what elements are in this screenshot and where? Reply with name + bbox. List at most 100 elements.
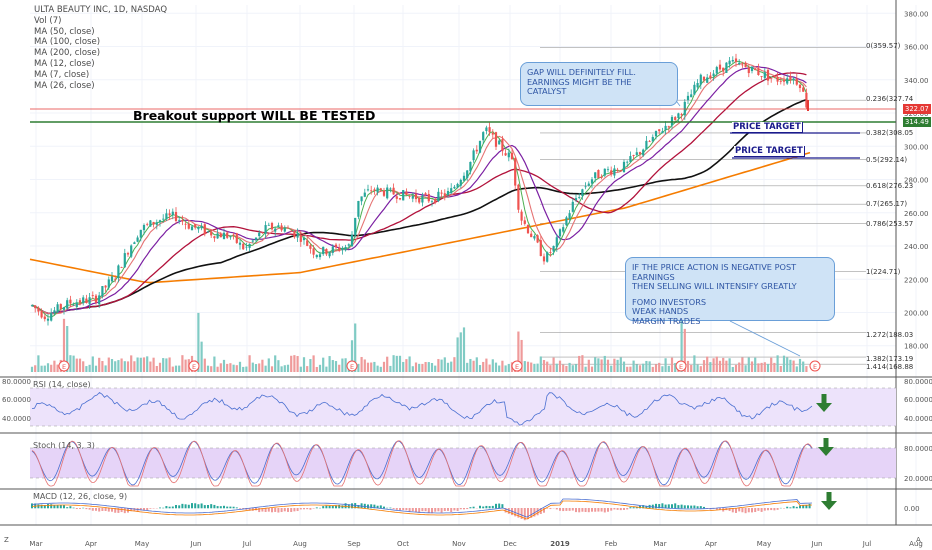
stoch-pane-label[interactable]: Stoch (14, 3, 3) [33, 441, 95, 450]
candle-body [766, 69, 770, 81]
macd-histogram-bar [335, 505, 337, 509]
volume-bar [482, 361, 485, 372]
zoom-icon[interactable]: Z [4, 536, 9, 544]
legend-ma-12[interactable]: MA (12, close) [34, 58, 95, 69]
legend-ma-7[interactable]: MA (7, close) [34, 69, 90, 80]
candle-body [779, 80, 782, 82]
macd-histogram-bar [226, 506, 229, 509]
macd-histogram-bar [63, 505, 65, 509]
candle-body [798, 84, 802, 89]
gap-callout[interactable]: GAP WILL DEFINITELY FILL. EARNINGS MIGHT… [520, 62, 678, 106]
time-axis-label: Jun [811, 540, 823, 548]
candle-body [613, 168, 616, 176]
macd-histogram-bar [370, 504, 373, 509]
candle-body [744, 63, 747, 68]
volume-bar [226, 363, 229, 372]
earnings-callout-pointer [729, 320, 801, 357]
candle-body [802, 87, 805, 92]
macd-histogram-bar [786, 506, 789, 509]
candle-body [638, 152, 642, 155]
candle-body [696, 83, 699, 88]
price-target-label-2[interactable]: PRICE TARGET [734, 146, 805, 157]
macd-histogram-bar [603, 508, 606, 513]
candle-body [456, 183, 459, 188]
legend-volume[interactable]: Vol (7) [34, 15, 62, 26]
symbol-title[interactable]: ULTA BEAUTY INC, 1D, NASDAQ [34, 5, 168, 15]
volume-bar [98, 357, 101, 372]
candle-body [152, 221, 155, 225]
volume-bar [389, 365, 392, 372]
macd-histogram-bar [447, 508, 449, 511]
macd-histogram-bar [629, 507, 632, 509]
volume-bar [622, 361, 626, 372]
volume-bar [757, 363, 760, 372]
volume-bar [62, 318, 66, 372]
price-target-label-1[interactable]: PRICE TARGET [732, 122, 803, 133]
breakout-annotation[interactable]: Breakout support WILL BE TESTED [133, 108, 376, 123]
macd-histogram-bar [223, 505, 225, 509]
time-axis-label: Apr [705, 540, 717, 548]
macd-histogram-bar [549, 508, 552, 510]
candle-body [565, 217, 568, 226]
volume-bar [661, 366, 664, 372]
volume-bar [571, 365, 574, 372]
auto-scale-icon[interactable]: A [916, 536, 921, 544]
macd-histogram-bar [632, 507, 635, 509]
macd-histogram-bar [555, 508, 558, 510]
ma-200-line [29, 151, 811, 284]
candle-body [478, 140, 482, 153]
candle-body [728, 60, 731, 65]
volume-bar [248, 355, 251, 372]
volume-bar [293, 355, 296, 372]
macd-histogram-bar [543, 508, 545, 513]
rsi-line [31, 391, 813, 426]
volume-bar [747, 357, 750, 372]
macd-histogram-bar [303, 508, 305, 510]
volume-bar [709, 362, 712, 372]
volume-bar [565, 365, 568, 372]
macd-histogram-bar [322, 506, 325, 509]
volume-bar [549, 365, 552, 372]
time-axis-label: Aug [909, 540, 923, 548]
volume-bar [213, 356, 216, 372]
down-arrow-icon [818, 438, 834, 456]
candle-body [712, 73, 715, 77]
macd-histogram-bar [610, 508, 613, 511]
candle-body [318, 254, 322, 258]
macd-histogram-bar [626, 508, 629, 510]
legend-ma-200[interactable]: MA (200, close) [34, 48, 101, 59]
candle-body [507, 152, 510, 158]
legend-ma-26[interactable]: MA (26, close) [34, 80, 95, 91]
macd-histogram-bar [738, 508, 741, 512]
volume-bar [744, 365, 747, 372]
candle-body [574, 198, 578, 201]
macd-pane-label[interactable]: MACD (12, 26, close, 9) [33, 492, 128, 501]
candle-body [539, 240, 542, 257]
legend-ma-100[interactable]: MA (100, close) [34, 37, 101, 48]
time-axis-label: Aug [293, 540, 307, 548]
macd-histogram-bar [325, 505, 328, 509]
legend-ma-50[interactable]: MA (50, close) [34, 26, 95, 37]
earnings-callout[interactable]: IF THE PRICE ACTION IS NEGATIVE POST EAR… [625, 257, 835, 325]
candle-body [98, 295, 101, 305]
macd-histogram-bar [408, 508, 411, 512]
candle-body [40, 310, 43, 318]
candle-body [558, 229, 562, 237]
candle-body [206, 231, 210, 233]
candle-body [616, 169, 619, 171]
gap-callout-line-1: GAP WILL DEFINITELY FILL. [527, 67, 636, 77]
candle-body [286, 227, 290, 229]
rsi-pane-label[interactable]: RSI (14, close) [33, 380, 91, 389]
macd-histogram-bar [59, 505, 62, 509]
candle-body [350, 234, 354, 247]
candle-body [578, 197, 581, 198]
macd-histogram-bar [667, 504, 670, 509]
candle-body [331, 246, 334, 253]
candle-body [325, 248, 328, 255]
macd-histogram-bar [616, 508, 619, 510]
volume-bar [635, 364, 638, 372]
candle-body [715, 67, 718, 74]
volume-bar [642, 363, 645, 372]
macd-histogram-bar [421, 508, 424, 512]
